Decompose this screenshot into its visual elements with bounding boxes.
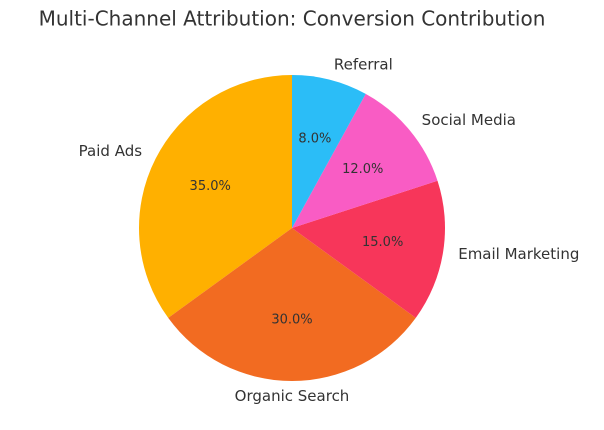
pie-slice [292, 75, 366, 228]
value-label: 15.0% [362, 235, 403, 250]
value-label: 30.0% [271, 312, 312, 327]
pie-slice [292, 180, 445, 318]
pie-slice [139, 75, 292, 318]
pie-slice [292, 93, 438, 228]
value-label: 35.0% [190, 179, 231, 194]
slice-label: Paid Ads [79, 142, 143, 160]
slice-label: Referral [334, 55, 393, 73]
slice-label: Organic Search [235, 387, 350, 405]
chart-title: Multi-Channel Attribution: Conversion Co… [39, 7, 546, 31]
slice-label: Social Media [422, 111, 516, 129]
pie-slice [168, 228, 416, 381]
value-label: 8.0% [298, 132, 331, 147]
value-label: 12.0% [342, 162, 383, 177]
slice-label: Email Marketing [458, 245, 579, 263]
